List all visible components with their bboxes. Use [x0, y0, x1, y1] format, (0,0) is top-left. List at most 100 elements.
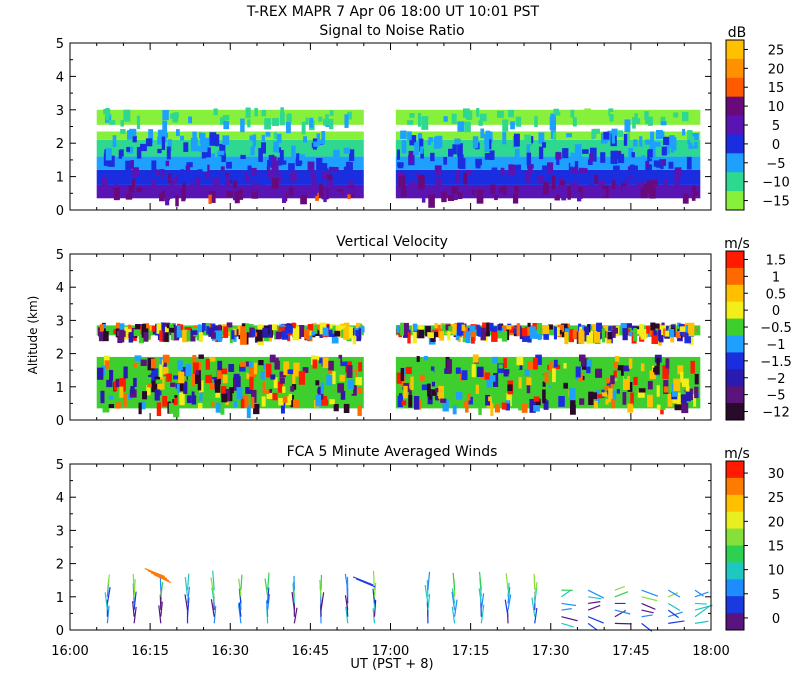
field-speckle: [580, 359, 586, 367]
field-speckle: [133, 377, 137, 387]
field-speckle: [568, 162, 574, 177]
field-speckle: [125, 167, 129, 173]
field-speckle: [613, 327, 619, 334]
field-speckle: [583, 326, 590, 336]
field-speckle: [300, 194, 307, 205]
field-speckle: [529, 326, 536, 339]
field-speckle: [185, 364, 192, 377]
field-speckle: [631, 325, 637, 331]
field-speckle: [488, 396, 492, 402]
wind-barb: [614, 609, 631, 615]
field-speckle: [688, 142, 693, 149]
y-tick-label: 0: [56, 204, 64, 219]
wind-barb: [212, 570, 215, 591]
field-speckle: [148, 129, 154, 143]
field-layer-4-seg-0: [96, 131, 364, 140]
y-tick-label: 0: [56, 414, 64, 429]
field-speckle: [464, 121, 471, 133]
field-speckle: [644, 111, 649, 120]
y-tick-label: 3: [56, 524, 64, 539]
field-speckle: [265, 363, 272, 378]
field-speckle: [159, 330, 163, 342]
field-speckle: [653, 330, 657, 336]
field-speckle: [524, 134, 532, 145]
field-speckle: [326, 180, 334, 188]
wind-barb: [372, 608, 376, 624]
wind-barb: [427, 571, 431, 591]
field-speckle: [296, 153, 300, 161]
field-speckle: [264, 118, 271, 130]
field-speckle: [189, 330, 196, 342]
field-speckle: [503, 357, 507, 369]
field-speckle: [674, 167, 682, 173]
field-speckle: [175, 194, 179, 207]
field-speckle: [414, 142, 419, 156]
w-y-axis-label: Altitude (km): [26, 296, 40, 375]
field-speckle: [647, 394, 653, 408]
field-speckle: [240, 326, 246, 339]
field-speckle: [320, 382, 324, 394]
field-speckle: [410, 376, 414, 391]
field-speckle: [245, 107, 251, 119]
field-speckle: [271, 324, 277, 331]
colorbar-label: 10: [768, 564, 785, 579]
field-speckle: [478, 403, 482, 415]
field-speckle: [302, 396, 308, 406]
field-speckle: [624, 119, 631, 133]
field-speckle: [228, 364, 235, 372]
field-speckle: [205, 164, 210, 179]
field-speckle: [617, 130, 624, 138]
field-speckle: [553, 108, 559, 115]
field-speckle: [513, 164, 520, 178]
field-speckle: [614, 370, 621, 380]
field-speckle: [100, 188, 107, 194]
field-speckle: [199, 392, 203, 401]
field-speckle: [636, 118, 641, 125]
field-speckle: [271, 177, 279, 189]
field-speckle: [221, 393, 228, 403]
field-speckle: [104, 397, 111, 406]
field-speckle: [225, 180, 230, 188]
field-speckle: [434, 332, 441, 338]
field-speckle: [593, 400, 598, 409]
field-speckle: [154, 169, 160, 176]
field-speckle: [343, 147, 351, 154]
panel-2-group: 0 1 2 3 4 5 30 25 20 15 10 5 0: [56, 458, 785, 639]
y-tick-label: 5: [56, 248, 64, 263]
colorbar-swatch: [726, 191, 744, 211]
field-speckle: [640, 329, 647, 340]
field-speckle: [423, 356, 428, 361]
field-speckle: [601, 328, 606, 343]
field-speckle: [524, 369, 530, 377]
field-speckle: [472, 136, 479, 149]
field-speckle: [267, 160, 273, 167]
field-speckle: [212, 178, 219, 191]
field-speckle: [587, 159, 593, 165]
wind-barb: [588, 596, 602, 600]
wind-barb: [184, 577, 189, 597]
colorbar-label: 5: [772, 588, 780, 603]
field-speckle: [205, 374, 213, 384]
field-speckle: [343, 166, 348, 178]
wind-barb: [240, 574, 243, 591]
field-speckle: [183, 142, 189, 152]
field-speckle: [128, 185, 135, 193]
field-speckle: [538, 132, 545, 144]
wind-barb-isolated: [352, 576, 374, 586]
field-speckle: [430, 366, 435, 373]
field-speckle: [676, 392, 684, 405]
field-speckle: [608, 388, 613, 403]
field-speckle: [506, 392, 512, 407]
field-speckle: [315, 394, 322, 407]
field-speckle: [318, 116, 323, 122]
field-speckle: [268, 324, 272, 338]
field-speckle: [692, 191, 699, 196]
field-speckle: [280, 112, 285, 126]
wind-barb: [238, 578, 242, 597]
wind-barb: [507, 594, 512, 611]
field-speckle: [129, 128, 136, 137]
field-speckle: [261, 396, 266, 407]
field-speckle: [155, 170, 161, 185]
field-speckle: [173, 397, 178, 406]
